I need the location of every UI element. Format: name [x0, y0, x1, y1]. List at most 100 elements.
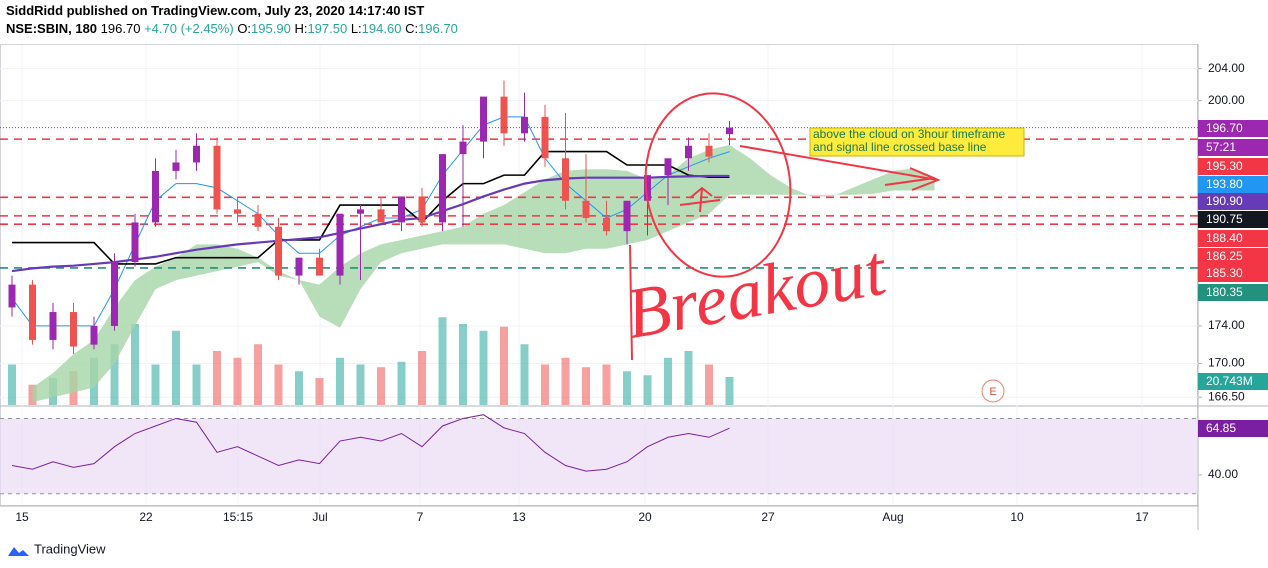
price-badge-label: 190.75: [1206, 212, 1243, 226]
cloud-segment: [299, 280, 320, 317]
candle-body: [623, 200, 631, 232]
cloud-segment: [770, 175, 791, 195]
price-badge: [1198, 211, 1268, 228]
cloud-segment: [729, 144, 750, 195]
volume-bar: [438, 317, 447, 405]
candle-body: [295, 257, 303, 276]
volume-bar: [664, 357, 672, 405]
volume-bar: [500, 326, 508, 405]
volume-bar: [315, 378, 324, 405]
cloud-segment: [94, 307, 115, 388]
volume-bar: [254, 344, 262, 405]
volume-bar: [131, 324, 139, 405]
candle-body: [193, 145, 200, 163]
candle-body: [603, 218, 610, 232]
publisher: SiddRidd published on TradingView.com, J…: [6, 3, 424, 18]
price-badge-label: 196.70: [1206, 121, 1243, 135]
price-badge: [1198, 373, 1268, 390]
volume-bar: [213, 351, 221, 405]
volume-bar: [151, 364, 160, 405]
logo-icon: [8, 547, 29, 556]
price-badge-label: 193.80: [1206, 177, 1243, 191]
change: +4.70 (+2.45%): [144, 21, 234, 36]
candle-body: [357, 209, 364, 214]
x-tick-label: 15:15: [223, 510, 253, 524]
candle-body: [582, 200, 590, 219]
cloud-segment: [319, 266, 340, 328]
cloud-segment: [32, 373, 53, 403]
price-badge-label: 195.30: [1206, 159, 1243, 173]
footer-brand[interactable]: TradingView: [34, 541, 106, 556]
cloud-segment: [442, 226, 463, 245]
c-label: C:: [405, 21, 418, 36]
cloud-segment: [832, 187, 853, 197]
cloud-segment: [750, 158, 771, 195]
price-badge: [1198, 265, 1268, 282]
cloud-segment: [504, 192, 525, 249]
cloud-segment: [852, 179, 873, 195]
cloud-segment: [278, 271, 299, 281]
ohlc-line: NSE:SBIN, 180 196.70 +4.70 (+2.45%) O: 19…: [6, 21, 458, 36]
rsi-y-tick-label: 40.00: [1208, 467, 1238, 481]
volume-bar: [377, 367, 385, 405]
volume-bar: [561, 357, 570, 405]
price-badge: [1198, 248, 1268, 265]
price-badge-label: 64.85: [1206, 421, 1236, 435]
candle-body: [111, 262, 118, 326]
x-tick-label: 27: [761, 510, 775, 524]
cloud-segment: [155, 257, 176, 290]
candle-body: [234, 209, 241, 214]
l-label: L:: [351, 21, 362, 36]
cloud-segment: [606, 169, 627, 249]
candle-body: [439, 154, 446, 223]
event-marker-label: E: [989, 386, 996, 398]
volume-bar: [541, 364, 549, 405]
volume-bar: [336, 357, 344, 405]
cloud-segment: [565, 169, 586, 254]
candle-body: [172, 162, 180, 171]
x-tick-label: Aug: [882, 510, 903, 524]
candle-body: [418, 196, 426, 223]
annotation-box: [809, 127, 1025, 157]
symbol: NSE:SBIN, 180: [6, 21, 97, 36]
x-tick-label: 10: [1010, 510, 1024, 524]
price-badge-label: 185.30: [1206, 266, 1243, 280]
price-badge: [1198, 284, 1268, 301]
volume-bar: [233, 357, 242, 405]
volume-bar: [459, 324, 467, 405]
event-marker[interactable]: [981, 379, 1005, 403]
volume-bar: [397, 361, 406, 405]
last: 196.70: [101, 21, 141, 36]
y-tick-label: 170.00: [1208, 356, 1245, 370]
cloud-segment: [873, 170, 894, 194]
x-tick-label: 7: [417, 510, 424, 524]
low: 194.60: [362, 21, 402, 36]
candle-body: [685, 145, 692, 159]
price-badge: [1198, 230, 1268, 247]
candle-body: [336, 213, 344, 276]
plot: 15 22 15:15 Jul 7 13 20 27 Aug 10 17 204.00 200.00 17…: [0, 45, 1268, 524]
hand-arrow: [739, 145, 941, 191]
cloud-segment: [811, 194, 832, 197]
candle-body: [213, 145, 221, 210]
base-line: [12, 150, 730, 265]
candle-body: [152, 170, 159, 223]
candle-body: [459, 141, 467, 155]
cloud-segment: [340, 253, 361, 328]
cloud-segment: [791, 187, 812, 197]
candle-body: [726, 127, 733, 135]
volume-bar: [520, 344, 529, 405]
x-tick-label: 13: [512, 510, 526, 524]
volume-bar: [479, 330, 488, 405]
hand-arrow-up: [679, 186, 721, 213]
y-tick-label: 204.00: [1208, 61, 1245, 75]
o-label: O:: [237, 21, 251, 36]
volume-bar: [623, 371, 631, 405]
publish-line: SiddRidd published on TradingView.com, J…: [6, 3, 424, 18]
y-tick-label: 200.00: [1208, 93, 1245, 107]
annotation-line: and signal line crossed base line: [813, 140, 987, 154]
rsi-band: [0, 418, 1198, 494]
price-badge-label: 20.743M: [1206, 374, 1253, 388]
cloud-segment: [627, 170, 648, 245]
cloud-segment: [381, 239, 402, 263]
